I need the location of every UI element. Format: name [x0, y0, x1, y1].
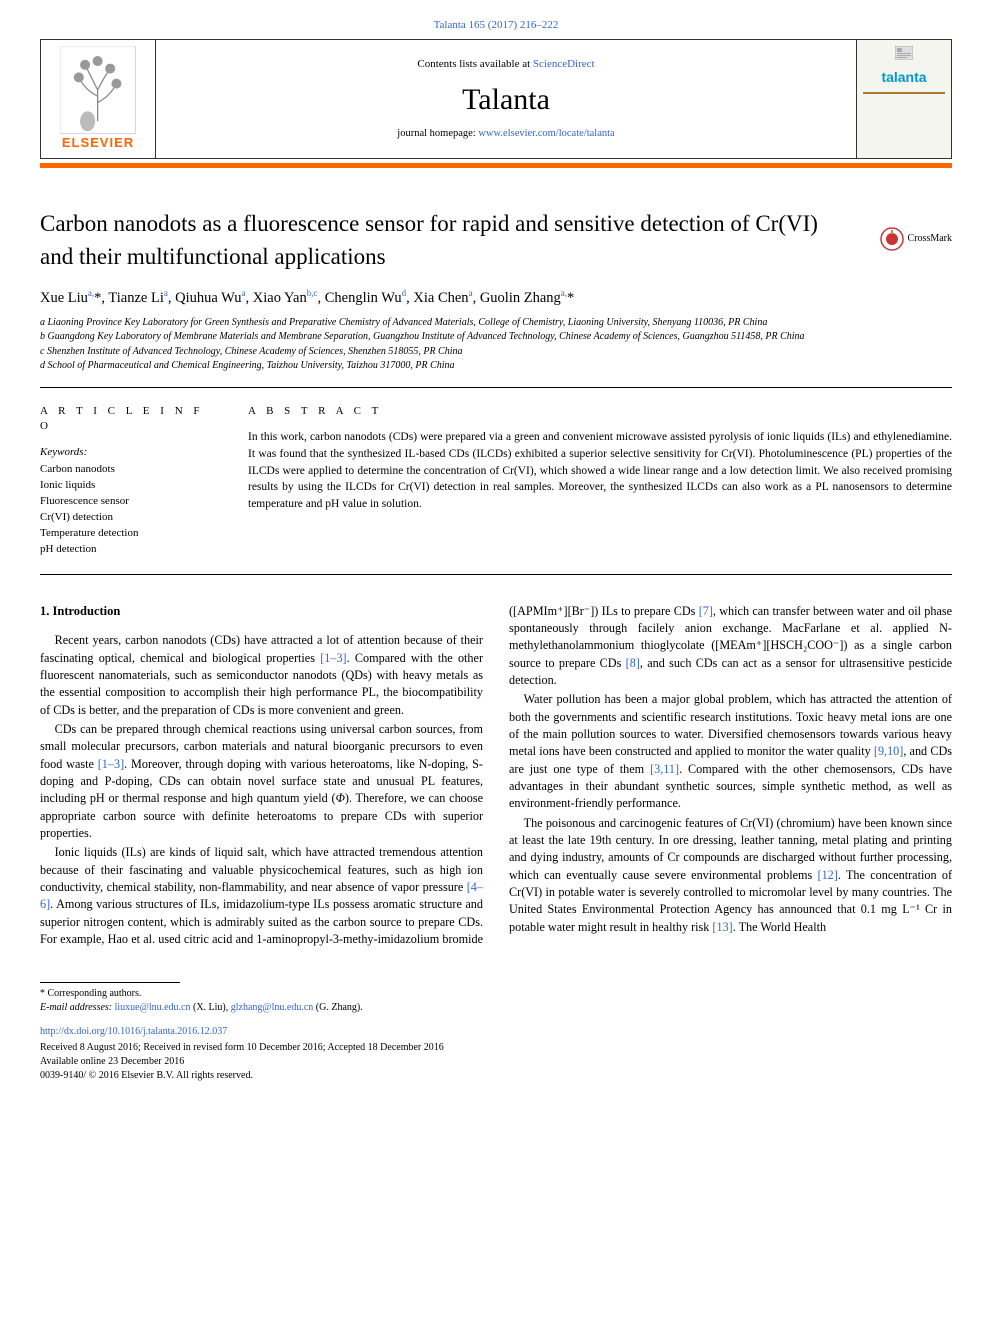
- journal-ref: Talanta 165 (2017) 216–222: [40, 18, 952, 33]
- contents-available: Contents lists available at ScienceDirec…: [417, 57, 594, 72]
- affil-sup-link[interactable]: a: [469, 290, 473, 306]
- paragraph: The poisonous and carcinogenic features …: [509, 815, 952, 936]
- citation-link[interactable]: [7]: [699, 604, 713, 618]
- citation-link[interactable]: [13]: [712, 920, 732, 934]
- publisher-name: ELSEVIER: [62, 134, 134, 152]
- body-text: 1. Introduction Recent years, carbon nan…: [40, 603, 952, 949]
- text: Ionic liquids (ILs) are kinds of liquid …: [40, 845, 483, 894]
- divider: [40, 574, 952, 575]
- keyword-item: Fluorescence sensor: [40, 494, 220, 510]
- orange-divider-bar: [40, 163, 952, 168]
- citation-link[interactable]: [9,10]: [874, 744, 903, 758]
- paragraph: CDs can be prepared through chemical rea…: [40, 721, 483, 842]
- keyword-item: Ionic liquids: [40, 478, 220, 494]
- citation-link[interactable]: [1–3]: [320, 651, 346, 665]
- email-link[interactable]: liuxue@lnu.edu.cn: [115, 1002, 191, 1013]
- keyword-item: Carbon nanodots: [40, 462, 220, 478]
- email-link[interactable]: glzhang@lnu.edu.cn: [231, 1002, 314, 1013]
- masthead-center: Contents lists available at ScienceDirec…: [156, 40, 856, 158]
- abstract-heading: A B S T R A C T: [248, 404, 952, 419]
- affil-sup-link[interactable]: a,: [88, 290, 94, 306]
- abstract-text: In this work, carbon nanodots (CDs) were…: [248, 429, 952, 512]
- paragraph: Recent years, carbon nanodots (CDs) have…: [40, 632, 483, 719]
- email-line: E-mail addresses: liuxue@lnu.edu.cn (X. …: [40, 1001, 952, 1015]
- email-label: E-mail addresses:: [40, 1002, 112, 1013]
- section-heading-intro: 1. Introduction: [40, 603, 483, 621]
- copyright-line: 0039-9140/ © 2016 Elsevier B.V. All righ…: [40, 1069, 952, 1083]
- info-abstract-row: A R T I C L E I N F O Keywords: Carbon n…: [40, 404, 952, 558]
- affil-sup-link[interactable]: d: [402, 290, 407, 306]
- sciencedirect-link[interactable]: ScienceDirect: [533, 58, 595, 70]
- paragraph: Water pollution has been a major global …: [509, 691, 952, 812]
- affiliation-a: a Liaoning Province Key Laboratory for G…: [40, 316, 952, 330]
- elsevier-tree-icon: [60, 46, 135, 134]
- keywords-list: Carbon nanodotsIonic liquidsFluorescence…: [40, 462, 220, 558]
- divider: [40, 387, 952, 388]
- history-online: Available online 23 December 2016: [40, 1055, 952, 1069]
- keyword-item: pH detection: [40, 542, 220, 558]
- affiliations: a Liaoning Province Key Laboratory for G…: [40, 316, 952, 373]
- citation-link[interactable]: [12]: [818, 868, 838, 882]
- homepage-line: journal homepage: www.elsevier.com/locat…: [397, 127, 614, 142]
- affiliation-c: c Shenzhen Institute of Advanced Technol…: [40, 345, 952, 359]
- doi-link[interactable]: http://dx.doi.org/10.1016/j.talanta.2016…: [40, 1025, 952, 1039]
- article-info: A R T I C L E I N F O Keywords: Carbon n…: [40, 404, 220, 558]
- citation-link[interactable]: [3,11]: [650, 762, 679, 776]
- cover-talanta-logo: talanta: [881, 68, 926, 88]
- affiliation-d: d School of Pharmaceutical and Chemical …: [40, 359, 952, 373]
- citation-link[interactable]: [1–3]: [98, 757, 124, 771]
- cover-stripe: [863, 92, 945, 94]
- abstract-column: A B S T R A C T In this work, carbon nan…: [248, 404, 952, 558]
- journal-masthead: ELSEVIER Contents lists available at Sci…: [40, 39, 952, 159]
- publication-history: Received 8 August 2016; Received in revi…: [40, 1041, 952, 1083]
- crossmark-label: CrossMark: [908, 232, 952, 246]
- text: (X. Liu),: [190, 1002, 230, 1013]
- affil-sup-link[interactable]: a,: [561, 290, 567, 306]
- journal-cover: talanta: [856, 40, 951, 158]
- text: (G. Zhang).: [313, 1002, 362, 1013]
- affil-sup-link[interactable]: a: [164, 290, 168, 306]
- history-received: Received 8 August 2016; Received in revi…: [40, 1041, 952, 1055]
- crossmark-badge[interactable]: CrossMark: [880, 227, 952, 251]
- keywords-label: Keywords:: [40, 445, 220, 460]
- symbol-phi: Φ: [336, 791, 345, 805]
- homepage-prefix: journal homepage:: [397, 128, 478, 139]
- article-info-heading: A R T I C L E I N F O: [40, 404, 220, 435]
- crossmark-icon: [880, 227, 904, 251]
- footnotes: * Corresponding authors. E-mail addresse…: [40, 987, 952, 1015]
- keyword-item: Temperature detection: [40, 526, 220, 542]
- affil-sup-link[interactable]: b,c: [307, 290, 318, 306]
- journal-name: Talanta: [462, 79, 550, 121]
- keyword-item: Cr(VI) detection: [40, 510, 220, 526]
- contents-prefix: Contents lists available at: [417, 58, 532, 70]
- affil-sup-link[interactable]: a: [242, 290, 246, 306]
- cover-icon: [895, 46, 913, 60]
- citation-link[interactable]: [8]: [626, 656, 640, 670]
- article-title: Carbon nanodots as a fluorescence sensor…: [40, 208, 952, 272]
- text: . The World Health: [733, 920, 826, 934]
- corresponding-note: * Corresponding authors.: [40, 987, 952, 1001]
- homepage-link[interactable]: www.elsevier.com/locate/talanta: [478, 128, 614, 139]
- author-list: Xue Liua,*, Tianze Lia, Qiuhua Wua, Xiao…: [40, 287, 952, 308]
- publisher-logo: ELSEVIER: [41, 40, 156, 158]
- footnote-rule: [40, 982, 180, 983]
- affiliation-b: b Guangdong Key Laboratory of Membrane M…: [40, 330, 952, 344]
